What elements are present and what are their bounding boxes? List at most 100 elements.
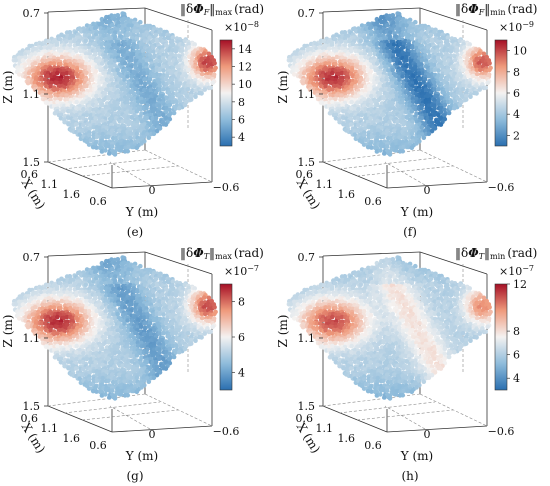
- surface-point: [170, 38, 175, 44]
- surface-point: [393, 97, 399, 102]
- surface-point: [136, 74, 141, 79]
- surface-point: [445, 35, 451, 40]
- title-sub: F: [203, 8, 210, 17]
- surface-point: [342, 36, 348, 41]
- surface-point: [419, 58, 425, 63]
- surface-point: [64, 70, 70, 76]
- surface-point: [426, 55, 431, 60]
- surface-point: [440, 64, 445, 70]
- surface-point: [474, 91, 479, 96]
- surface-point: [339, 39, 344, 44]
- surface-point: [378, 148, 383, 153]
- surface-point: [87, 51, 93, 56]
- surface-point: [138, 33, 143, 38]
- surface-point: [150, 283, 156, 288]
- surface-point: [84, 54, 89, 60]
- surface-point: [129, 302, 134, 307]
- surface-point: [144, 115, 150, 121]
- surface-point: [163, 115, 169, 121]
- surface-point: [161, 32, 166, 38]
- surface-point: [177, 58, 183, 63]
- surface-point: [414, 141, 419, 146]
- surface-point: [160, 75, 165, 80]
- surface-point: [70, 64, 76, 70]
- surface-point: [61, 109, 66, 114]
- surface-point: [59, 54, 65, 60]
- surface-point: [343, 61, 348, 67]
- colorbar-tick-label: 8: [513, 66, 520, 79]
- surface-point: [409, 131, 415, 136]
- surface-point: [32, 84, 38, 89]
- surface-point: [302, 55, 307, 60]
- surface-point: [126, 121, 131, 127]
- surface-point: [135, 99, 141, 105]
- surface-point: [326, 61, 332, 66]
- surface-point: [51, 61, 57, 66]
- surface-point: [163, 109, 169, 115]
- surface-point: [179, 77, 185, 82]
- surface-point: [176, 83, 181, 89]
- box-edge-top-left: [47, 251, 146, 257]
- surface-point: [446, 110, 452, 116]
- surface-point: [61, 71, 66, 77]
- surface-point: [121, 16, 127, 22]
- surface-point: [167, 107, 172, 112]
- surface-point: [382, 61, 387, 66]
- surface-point: [161, 112, 166, 118]
- surface-point: [141, 71, 147, 76]
- box-edge-top-right: [419, 7, 488, 31]
- surface-point: [72, 38, 77, 44]
- surface-point: [192, 83, 197, 89]
- surface-point: [157, 55, 162, 60]
- surface-point: [422, 35, 427, 40]
- surface-point: [134, 131, 140, 136]
- surface-point: [361, 65, 367, 70]
- surface-point: [58, 61, 63, 67]
- guide-floor-1: [81, 165, 179, 177]
- surface-point: [336, 71, 341, 77]
- surface-point: [71, 33, 76, 39]
- surface-point: [173, 45, 179, 51]
- x-tick-label: 0.6: [21, 168, 39, 181]
- surface-point: [474, 71, 480, 77]
- surface-point: [413, 33, 418, 38]
- surface-point: [55, 314, 60, 320]
- surface-point: [374, 61, 380, 66]
- surface-point: [151, 131, 157, 137]
- surface-point: [452, 105, 457, 111]
- surface-point: [48, 83, 53, 89]
- surface-point: [391, 57, 396, 63]
- surface-point: [122, 61, 128, 66]
- surface-point: [413, 19, 418, 25]
- surface-point: [342, 42, 348, 48]
- surface-point: [346, 90, 351, 95]
- surface-point: [106, 96, 111, 101]
- surface-point: [448, 48, 454, 54]
- surface-point: [112, 58, 118, 64]
- colorbar-tick-label: 14: [238, 43, 252, 56]
- surface-point: [120, 20, 125, 26]
- surface-point: [128, 135, 133, 141]
- surface-point: [141, 52, 147, 57]
- surface-point: [188, 341, 194, 346]
- surface-point: [483, 85, 488, 91]
- surface-point: [362, 42, 368, 47]
- surface-point: [141, 48, 146, 54]
- surface-point: [173, 292, 179, 298]
- surface-point: [92, 52, 98, 57]
- surface-point: [33, 305, 38, 310]
- surface-point: [147, 49, 153, 54]
- surface-point: [151, 73, 157, 79]
- surface-point: [116, 42, 122, 47]
- surface-point: [48, 90, 53, 96]
- surface-point: [400, 148, 405, 154]
- surface-point: [134, 109, 140, 114]
- y-tick-label: 0: [149, 184, 156, 197]
- surface-point: [138, 125, 144, 131]
- title-stat: min: [490, 8, 505, 17]
- surface-point: [135, 45, 140, 50]
- surface-point: [185, 331, 191, 336]
- guide-back-left: [322, 149, 421, 163]
- surface-point: [88, 84, 93, 90]
- panel-f: 0.71.11.5Z (m)0.61.11.6X (m) 0.60 −0.6Y (m…: [276, 2, 537, 239]
